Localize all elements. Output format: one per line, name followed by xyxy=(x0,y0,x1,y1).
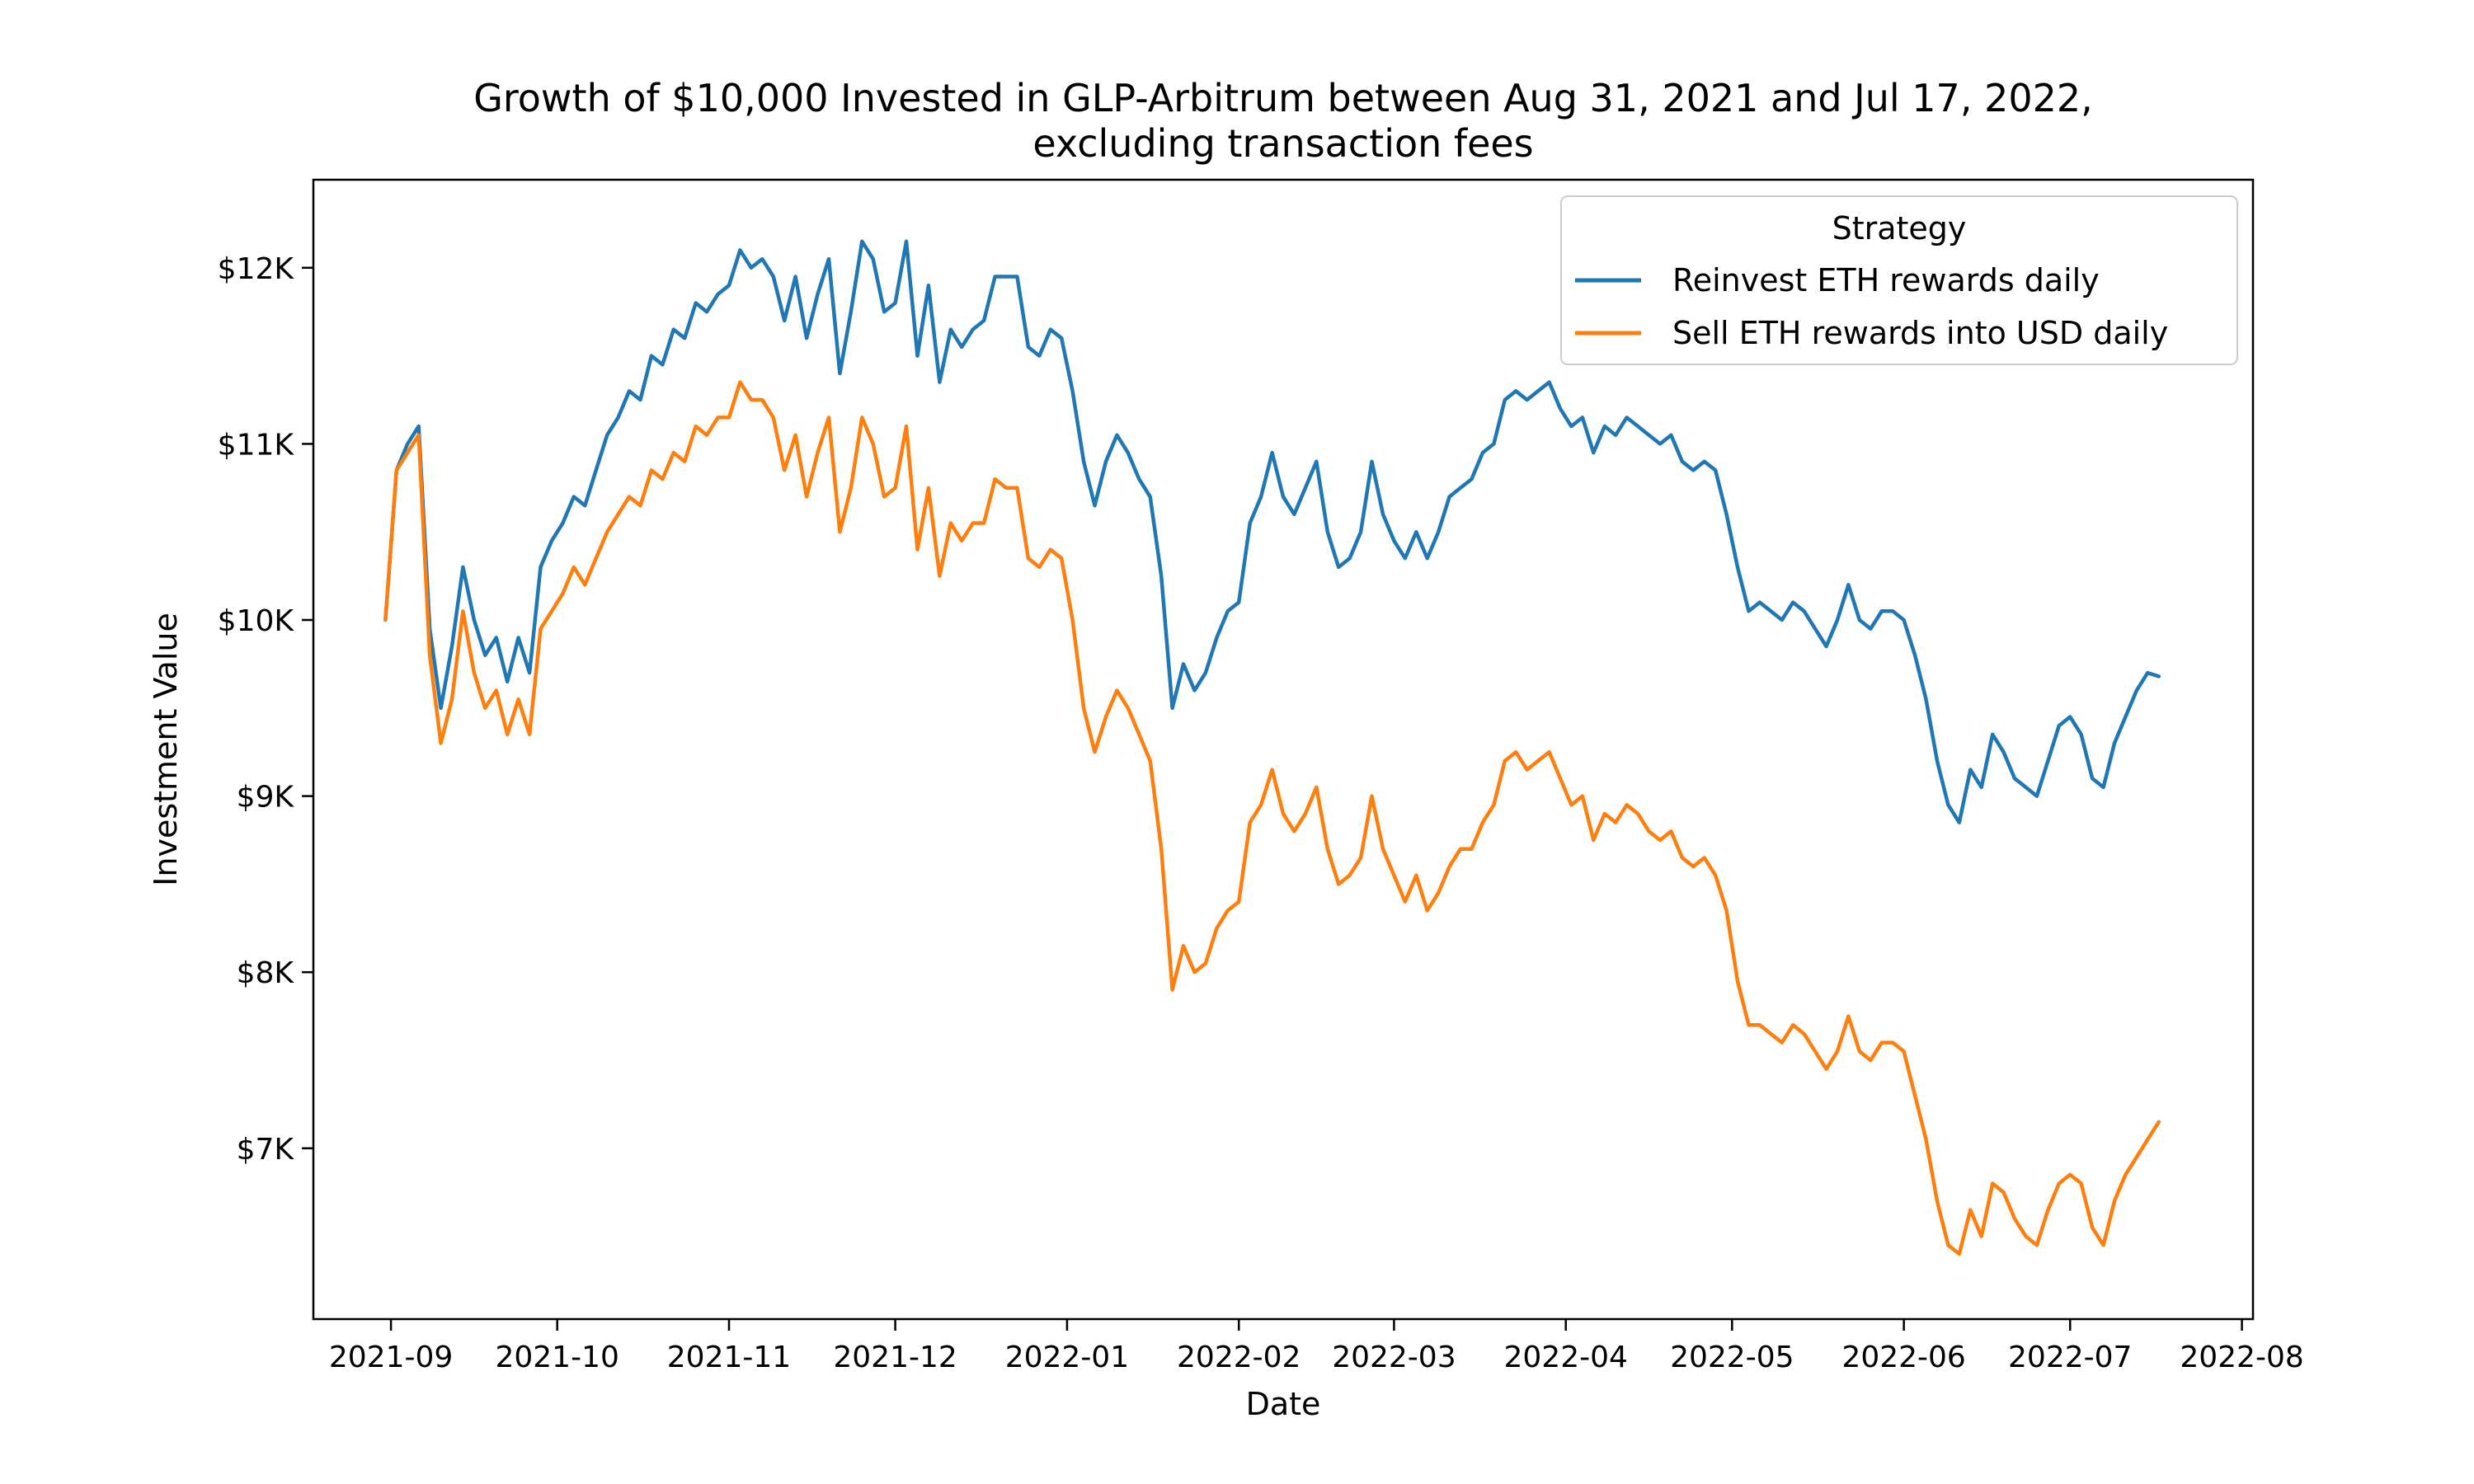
x-tick-label: 2021-09 xyxy=(329,1341,453,1374)
y-axis: $7K $8K $9K $10K $11K $12K xyxy=(218,252,313,1167)
y-axis-label: Investment Value xyxy=(148,613,184,886)
x-tick-label: 2022-03 xyxy=(1332,1341,1456,1374)
x-tick-label: 2022-07 xyxy=(2008,1341,2132,1374)
x-tick-label: 2022-08 xyxy=(2180,1341,2303,1374)
legend-title: Strategy xyxy=(1832,210,1967,247)
chart-title: Growth of $10,000 Invested in GLP-Arbitr… xyxy=(473,76,2093,120)
plot-series xyxy=(383,239,2161,1256)
y-tick-label: $10K xyxy=(218,604,295,638)
x-tick-label: 2022-01 xyxy=(1005,1341,1129,1374)
y-tick-label: $9K xyxy=(237,781,295,815)
legend-label-reinvest: Reinvest ETH rewards daily xyxy=(1672,262,2100,298)
legend: Strategy Reinvest ETH rewards daily Sell… xyxy=(1560,195,2238,365)
y-tick-label: $7K xyxy=(237,1133,295,1167)
series-line-sell xyxy=(383,380,2161,1256)
chart-subtitle: excluding transaction fees xyxy=(1032,121,1533,166)
x-tick-label: 2022-04 xyxy=(1504,1341,1628,1374)
x-axis-label: Date xyxy=(1246,1386,1321,1422)
legend-label-sell: Sell ETH rewards into USD daily xyxy=(1672,315,2168,351)
y-tick-label: $12K xyxy=(218,252,295,286)
x-tick-label: 2021-12 xyxy=(833,1341,957,1374)
x-tick-label: 2022-05 xyxy=(1670,1341,1794,1374)
x-tick-label: 2021-11 xyxy=(667,1341,791,1374)
legend-box xyxy=(1560,195,2238,365)
y-tick-label: $11K xyxy=(218,428,295,462)
x-tick-label: 2021-10 xyxy=(495,1341,618,1374)
plot-frame xyxy=(312,178,2255,1321)
x-tick-label: 2022-02 xyxy=(1177,1341,1300,1374)
x-axis: 2021-09 2021-10 2021-11 2021-12 2022-01 2022-… xyxy=(329,1319,2304,1374)
x-tick-label: 2022-06 xyxy=(1841,1341,1965,1374)
series-line-reinvest xyxy=(383,239,2161,824)
y-tick-label: $8K xyxy=(237,956,295,990)
